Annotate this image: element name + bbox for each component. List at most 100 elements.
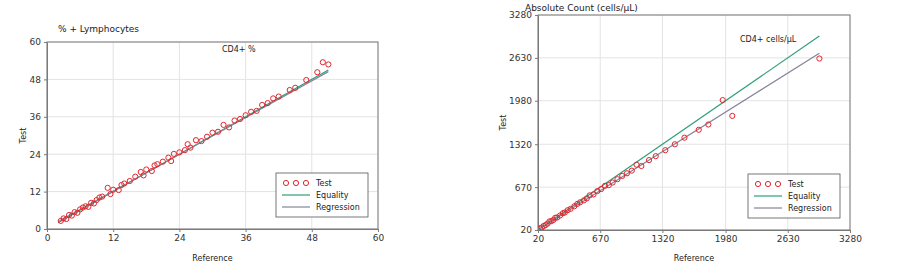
axis-line — [539, 230, 851, 231]
point — [155, 162, 160, 167]
legend-label: Equality — [316, 191, 349, 200]
tick-label: 670 — [515, 183, 532, 193]
point — [91, 201, 96, 206]
tick-mark — [44, 229, 47, 230]
grid-line-x — [600, 15, 601, 230]
point — [232, 118, 237, 123]
plot-frame — [538, 15, 850, 230]
tick: 2630 — [777, 230, 800, 244]
tick-label: 24 — [30, 150, 42, 160]
tick-label: 1320 — [509, 140, 532, 150]
legend: Test Equality Regression — [748, 174, 840, 218]
grid — [538, 15, 850, 230]
tick: 20 — [533, 230, 545, 244]
grid-line-y — [47, 116, 378, 117]
plot-frame — [47, 42, 378, 229]
plot-area — [47, 42, 378, 229]
grid-line-y — [47, 154, 378, 155]
point — [817, 56, 822, 61]
point — [204, 134, 209, 139]
tick-label: 1980 — [715, 234, 738, 244]
point — [276, 94, 281, 99]
point — [326, 62, 331, 67]
tick-mark — [312, 229, 313, 232]
grid-line-y — [538, 100, 850, 101]
point — [185, 142, 190, 147]
point — [122, 181, 127, 186]
tick: 24 — [30, 150, 47, 160]
axis-y: 206701320198026303280 — [509, 10, 538, 235]
point — [69, 213, 74, 218]
point — [169, 158, 174, 163]
chart: 0122436486001224364860% + LymphocytesCD4… — [19, 24, 384, 263]
tick-label: 670 — [592, 234, 609, 244]
point — [182, 148, 187, 153]
tick-mark — [246, 229, 247, 232]
tick-mark — [44, 154, 47, 155]
tick-mark — [113, 229, 114, 232]
tick: 48 — [307, 229, 319, 243]
point — [610, 180, 615, 185]
tick-label: 24 — [174, 233, 186, 243]
legend-line — [282, 194, 310, 195]
point — [237, 116, 242, 121]
tick-label: 20 — [521, 225, 533, 235]
point — [193, 138, 198, 143]
tick: 1320 — [509, 140, 538, 150]
tick-mark — [535, 15, 538, 16]
grid-line-x — [245, 42, 246, 229]
point — [221, 122, 226, 127]
legend-label: Regression — [788, 204, 832, 213]
point — [271, 96, 276, 101]
point — [304, 77, 309, 82]
point — [696, 127, 701, 132]
legend-marker — [303, 180, 308, 185]
axis-line — [48, 229, 379, 230]
point — [138, 169, 143, 174]
tick: 2630 — [509, 53, 538, 63]
point — [260, 102, 265, 107]
grid-line-x — [725, 15, 726, 230]
legend-label: Equality — [788, 192, 821, 201]
point — [646, 157, 651, 162]
tick: 36 — [30, 112, 47, 122]
y-axis-title: Test — [499, 115, 508, 132]
tick-mark — [44, 79, 47, 80]
point — [210, 130, 215, 135]
point — [629, 168, 634, 173]
point — [320, 60, 325, 65]
tick: 670 — [592, 230, 609, 244]
legend-line — [754, 195, 782, 196]
tick: 1980 — [509, 96, 538, 106]
point — [265, 100, 270, 105]
y-axis-title: Test — [19, 128, 28, 145]
axis-y: 01224364860 — [30, 37, 48, 234]
tick: 12 — [108, 229, 119, 243]
legend-label: Test — [787, 180, 804, 189]
point — [682, 135, 687, 140]
plot-area — [538, 15, 850, 230]
tick-mark — [535, 58, 538, 59]
tick: 60 — [373, 229, 385, 243]
legend-marker — [293, 180, 298, 185]
tick: 60 — [30, 37, 47, 47]
grid-line-x — [662, 15, 663, 230]
tick-mark — [600, 230, 601, 233]
legend-entry: Regression — [282, 203, 360, 212]
tick: 36 — [240, 229, 252, 243]
point — [199, 139, 204, 144]
point — [188, 145, 193, 150]
legend-line — [754, 207, 782, 208]
tick-label: 48 — [307, 233, 319, 243]
legend-line — [282, 206, 310, 207]
legend-marker — [283, 180, 288, 185]
tick-mark — [44, 42, 47, 43]
legend-box — [276, 173, 368, 217]
tick-label: 12 — [30, 187, 41, 197]
tick: 12 — [30, 187, 47, 197]
point — [105, 185, 110, 190]
axis-line — [47, 43, 48, 230]
x-axis-title: Reference — [192, 254, 232, 263]
tick-label: 12 — [108, 233, 119, 243]
grid-line-x — [179, 42, 180, 229]
